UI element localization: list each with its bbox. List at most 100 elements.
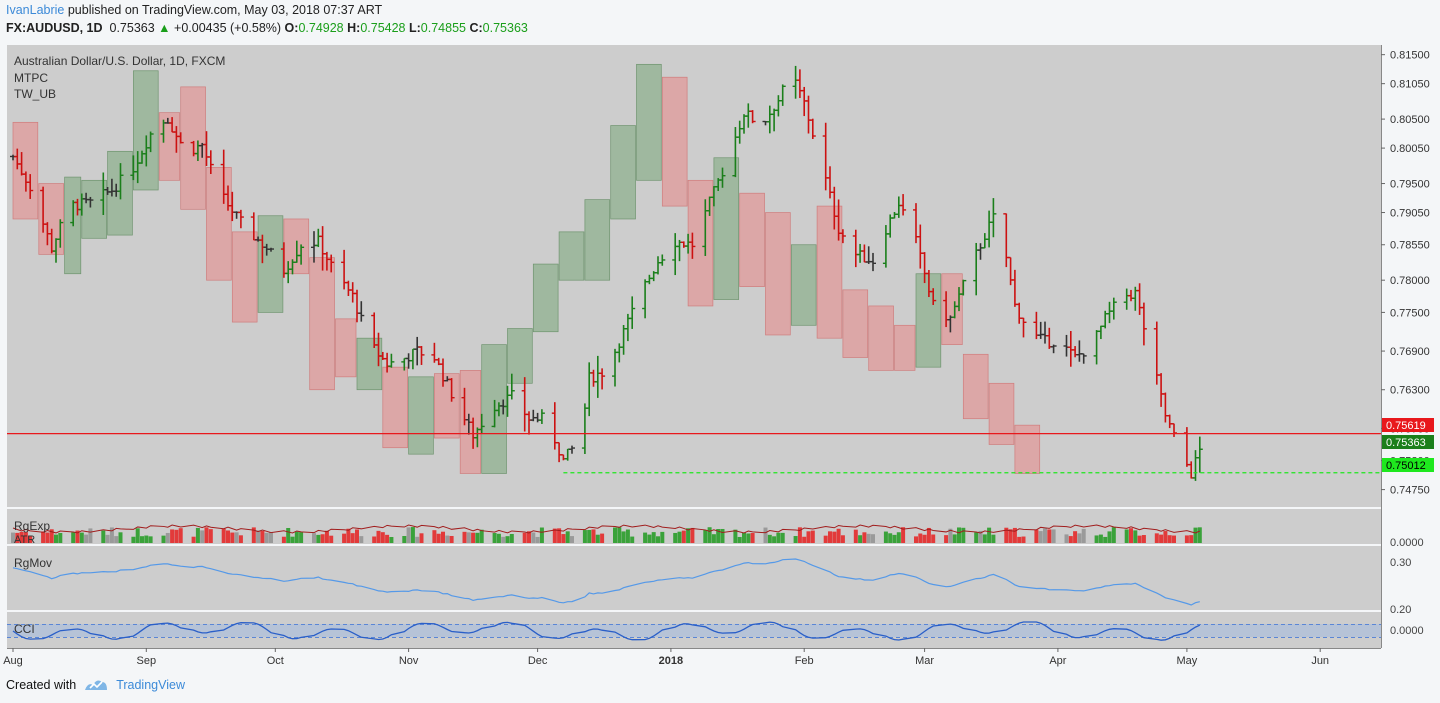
atr-bar bbox=[471, 532, 476, 543]
last-price-label: 0.75363 bbox=[1386, 437, 1426, 449]
atr-bar bbox=[1172, 535, 1176, 543]
atr-bar bbox=[1047, 529, 1052, 543]
atr-bar bbox=[522, 532, 527, 543]
atr-bar bbox=[926, 527, 931, 543]
atr-bar bbox=[802, 536, 807, 543]
atr-bar bbox=[131, 536, 136, 543]
atr-bar bbox=[1068, 536, 1073, 543]
atr-bar bbox=[987, 527, 992, 543]
change-value: +0.00435 (+0.58%) bbox=[174, 21, 282, 35]
atr-bar bbox=[1163, 531, 1168, 543]
atr-bar bbox=[535, 536, 540, 543]
atr-bar bbox=[780, 532, 785, 543]
atr-bar bbox=[509, 533, 514, 543]
indicator-mtpc: MTPC bbox=[14, 71, 48, 85]
low-value: 0.74855 bbox=[420, 21, 466, 35]
cci-line bbox=[12, 621, 1201, 641]
atr-bar bbox=[797, 527, 802, 543]
footer: Created with TradingView bbox=[6, 678, 185, 692]
range-box bbox=[257, 215, 284, 313]
atr-bar bbox=[410, 527, 415, 543]
line-label-red-bg bbox=[1382, 418, 1434, 432]
atr-bar bbox=[793, 536, 798, 543]
atr-bar bbox=[677, 531, 682, 543]
atr-bar bbox=[441, 531, 445, 543]
range-box bbox=[816, 205, 843, 339]
atr-bar bbox=[1051, 529, 1056, 543]
atr-bar bbox=[978, 530, 983, 543]
atr-bar bbox=[1107, 531, 1112, 543]
price-axis[interactable] bbox=[1382, 45, 1440, 648]
atr-bar bbox=[720, 528, 725, 543]
atr-bar bbox=[1184, 535, 1189, 543]
atr-bar bbox=[918, 533, 923, 543]
price-tick-label: 0.74750 bbox=[1390, 485, 1430, 497]
atr-bar bbox=[621, 531, 626, 543]
atr-bar bbox=[1129, 528, 1133, 543]
atr-bar bbox=[49, 529, 54, 543]
range-box bbox=[434, 373, 460, 439]
atr-bar bbox=[772, 536, 777, 543]
author-link[interactable]: IvanLabrie bbox=[6, 3, 65, 17]
atr-bar bbox=[419, 533, 424, 543]
atr-bar bbox=[350, 533, 355, 543]
range-box bbox=[81, 179, 107, 239]
range-box bbox=[558, 231, 585, 281]
atr-bar bbox=[71, 532, 76, 543]
atr-bar bbox=[527, 531, 531, 543]
atr-bar bbox=[853, 529, 858, 543]
atr-bar bbox=[862, 532, 867, 543]
atr-bar bbox=[174, 529, 179, 543]
atr-bar bbox=[170, 529, 175, 543]
atr-bar bbox=[703, 529, 708, 543]
atr-bar bbox=[931, 534, 936, 543]
open-value: 0.74928 bbox=[298, 21, 344, 35]
atr-bar bbox=[415, 536, 420, 543]
atr-bar bbox=[828, 531, 832, 543]
price-tick-label: 0.78000 bbox=[1390, 275, 1430, 287]
atr-bar bbox=[320, 534, 325, 543]
atr-bar bbox=[346, 528, 351, 543]
atr-bar bbox=[643, 532, 648, 543]
created-with-text: Created with bbox=[6, 678, 77, 692]
atr-bar bbox=[462, 531, 467, 543]
atr-bar bbox=[1111, 527, 1116, 543]
atr-bar bbox=[823, 535, 828, 543]
tradingview-logo-icon bbox=[85, 680, 108, 690]
time-tick-label: Nov bbox=[399, 655, 419, 667]
price-chart[interactable]: 0.81500 0.81050 0.80500 0.80050 0.79500 0.790… bbox=[0, 40, 1440, 670]
atr-bar bbox=[355, 529, 359, 543]
atr-bar bbox=[389, 536, 394, 543]
horizontal-lines bbox=[7, 433, 1381, 474]
atr-line bbox=[12, 524, 1201, 534]
atr-bar bbox=[432, 530, 437, 543]
atr-bar bbox=[651, 532, 656, 543]
atr-bar bbox=[75, 530, 80, 543]
cci-pane[interactable] bbox=[7, 612, 1381, 648]
price-tick-label: 0.79500 bbox=[1390, 179, 1430, 191]
atr-bar bbox=[109, 527, 114, 543]
atr-bar bbox=[1193, 527, 1198, 543]
atr-bar bbox=[105, 534, 110, 543]
line-label-red: 0.75619 bbox=[1386, 420, 1426, 432]
atr-bar bbox=[286, 527, 291, 543]
atr-bar bbox=[974, 532, 979, 543]
atr-bar bbox=[591, 529, 596, 543]
atr-bar bbox=[1167, 535, 1172, 543]
atr-bar bbox=[570, 536, 574, 543]
atr-bar bbox=[342, 533, 347, 543]
atr-bar bbox=[144, 535, 149, 543]
atr-bar bbox=[1012, 527, 1017, 543]
atr-bar bbox=[1073, 531, 1078, 543]
tradingview-brand-link[interactable]: TradingView bbox=[116, 678, 185, 692]
price-tick-label: 0.80050 bbox=[1390, 143, 1430, 155]
range-box bbox=[941, 273, 963, 345]
atr-bar bbox=[866, 533, 871, 543]
atr-bar bbox=[901, 527, 906, 543]
atr-bar bbox=[191, 536, 196, 543]
atr-bar bbox=[496, 533, 501, 543]
atr-bar bbox=[948, 528, 953, 543]
cci-axis-tick: 0.0000 bbox=[1390, 625, 1424, 637]
time-tick-label: 2018 bbox=[659, 655, 683, 667]
atr-bar bbox=[505, 536, 510, 543]
